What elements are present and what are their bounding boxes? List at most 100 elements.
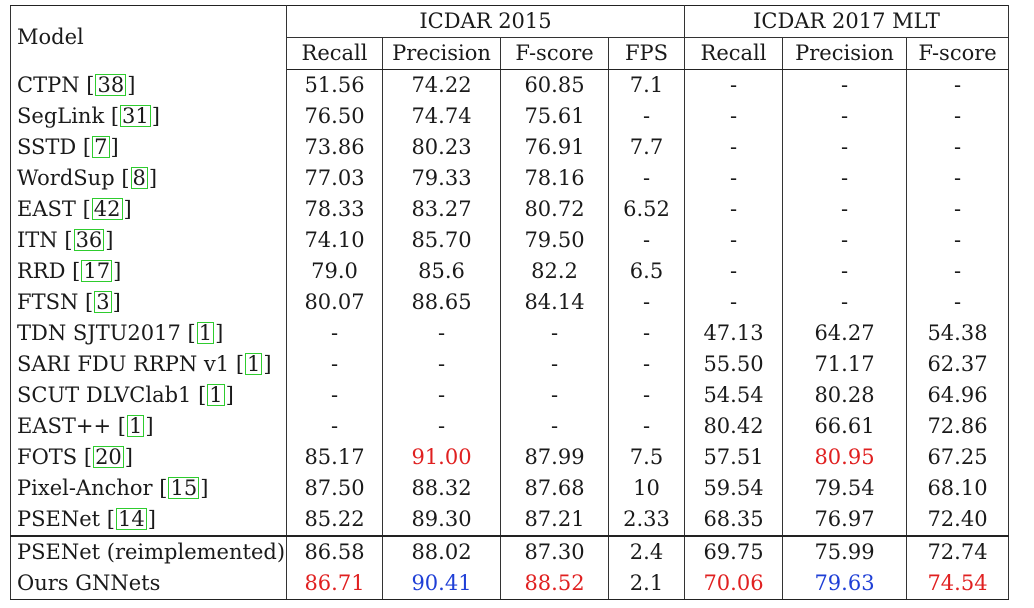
table-row: WordSup [8] 77.03 79.33 78.16- - - -	[10, 163, 1009, 194]
value-cell: -	[684, 132, 783, 163]
value-cell: 62.37	[906, 349, 1009, 380]
value-cell: 88.32	[382, 473, 501, 504]
value-cell: 70.06	[684, 568, 783, 600]
model-name-cell: TDN SJTU2017 [1]	[10, 318, 287, 349]
table-row: ITN [36] 74.10 85.70 79.50- - - -	[10, 225, 1009, 256]
value-cell: 73.86	[286, 132, 383, 163]
model-name-cell: SSTD [7]	[10, 132, 287, 163]
value-cell: 80.28	[782, 380, 907, 411]
citation-link[interactable]: 1	[126, 414, 145, 438]
value-cell: 74.54	[906, 568, 1009, 600]
table-row: RRD [17] 79.0 85.6 82.2 6.5- - -	[10, 256, 1009, 287]
citation-link[interactable]: 42	[91, 197, 123, 221]
model-name-cell: SARI FDU RRPN v1 [1]	[10, 349, 287, 380]
model-name: RRD	[17, 259, 66, 283]
model-name: TDN SJTU2017	[17, 321, 181, 345]
value-cell: -	[906, 194, 1009, 225]
model-name: PSENet	[17, 507, 101, 531]
value-cell: 10	[608, 473, 685, 504]
value-cell: -	[782, 101, 907, 132]
model-name-cell: FTSN [3]	[10, 287, 287, 318]
value-cell: 64.96	[906, 380, 1009, 411]
citation-link[interactable]: 31	[120, 104, 151, 128]
value-cell: -	[382, 380, 501, 411]
icdar2015-group-header: ICDAR 2015	[286, 5, 685, 38]
column-header: Recall	[684, 37, 783, 70]
column-header: Precision	[382, 37, 501, 70]
table-row: PSENet [14] 85.22 89.30 87.21 2.33 68.35 76.97…	[10, 504, 1009, 537]
value-cell: 84.14	[500, 287, 609, 318]
table-row: SSTD [7] 73.86 80.23 76.91 7.7- - -	[10, 132, 1009, 163]
value-cell: 79.33	[382, 163, 501, 194]
model-name-cell: SCUT DLVClab1 [1]	[10, 380, 287, 411]
model-name: EAST++	[17, 414, 112, 438]
table-row: EAST [42] 78.33 83.27 80.72 6.52- - -	[10, 194, 1009, 225]
value-cell: 79.63	[782, 568, 907, 600]
model-name-cell: SegLink [31]	[10, 101, 287, 132]
table-row: PSENet (reimplemented) 86.58 88.02 87.30 2.4…	[10, 536, 1009, 568]
citation-link[interactable]: 7	[92, 135, 110, 159]
model-name: SSTD	[17, 135, 77, 159]
value-cell: 6.5	[608, 256, 685, 287]
value-cell: -	[684, 194, 783, 225]
value-cell: 89.30	[382, 504, 501, 537]
value-cell: 55.50	[684, 349, 783, 380]
model-name: FTSN	[17, 290, 79, 314]
citation-link[interactable]: 1	[196, 321, 215, 345]
citation-link[interactable]: 14	[115, 507, 147, 531]
value-cell: -	[684, 69, 783, 101]
model-name-cell: EAST [42]	[10, 194, 287, 225]
citation-link[interactable]: 17	[81, 259, 113, 283]
value-cell: 2.33	[608, 504, 685, 537]
model-name: SARI FDU RRPN v1	[17, 352, 230, 376]
value-cell: -	[782, 225, 907, 256]
value-cell: 2.1	[608, 568, 685, 600]
value-cell: -	[286, 318, 383, 349]
citation-link[interactable]: 15	[168, 476, 200, 500]
value-cell: -	[906, 163, 1009, 194]
value-cell: 68.35	[684, 504, 783, 537]
value-cell: -	[382, 411, 501, 442]
value-cell: 87.50	[286, 473, 383, 504]
value-cell: 6.52	[608, 194, 685, 225]
value-cell: -	[382, 349, 501, 380]
citation-link[interactable]: 8	[130, 166, 148, 190]
results-table: Model ICDAR 2015 ICDAR 2017 MLT Recall P…	[10, 5, 1009, 600]
value-cell: 7.1	[608, 69, 685, 101]
citation-link[interactable]: 1	[245, 352, 263, 376]
table-row: TDN SJTU2017 [1] - - - -47.13 64.27 54.38	[10, 318, 1009, 349]
value-cell: 80.07	[286, 287, 383, 318]
value-cell: 80.95	[782, 442, 907, 473]
value-cell: -	[782, 132, 907, 163]
value-cell: -	[286, 411, 383, 442]
citation-link[interactable]: 3	[94, 290, 112, 314]
model-name-cell: PSENet (reimplemented)	[10, 536, 287, 568]
value-cell: -	[906, 132, 1009, 163]
value-cell: 60.85	[500, 69, 609, 101]
value-cell: 72.40	[906, 504, 1009, 537]
citation-link[interactable]: 36	[73, 228, 105, 252]
value-cell: 76.97	[782, 504, 907, 537]
table-row: Ours GNNets 86.71 90.41 88.52 2.1 70.06 79.63 7…	[10, 568, 1009, 600]
value-cell: 57.51	[684, 442, 783, 473]
value-cell: 88.65	[382, 287, 501, 318]
value-cell: -	[684, 163, 783, 194]
model-name: SCUT DLVClab1	[17, 383, 192, 407]
citation-link[interactable]: 1	[207, 383, 225, 407]
value-cell: -	[608, 349, 685, 380]
citation-link[interactable]: 38	[95, 72, 127, 97]
value-cell: -	[906, 69, 1009, 101]
value-cell: 2.4	[608, 536, 685, 568]
value-cell: -	[608, 287, 685, 318]
value-cell: 59.54	[684, 473, 783, 504]
value-cell: -	[286, 349, 383, 380]
value-cell: 64.27	[782, 318, 907, 349]
value-cell: 7.5	[608, 442, 685, 473]
value-cell: -	[608, 411, 685, 442]
value-cell: -	[608, 318, 685, 349]
column-header: Recall	[286, 37, 383, 70]
citation-link[interactable]: 20	[93, 445, 124, 469]
model-name-cell: FOTS [20]	[10, 442, 287, 473]
model-name: CTPN	[17, 72, 80, 97]
value-cell: 91.00	[382, 442, 501, 473]
